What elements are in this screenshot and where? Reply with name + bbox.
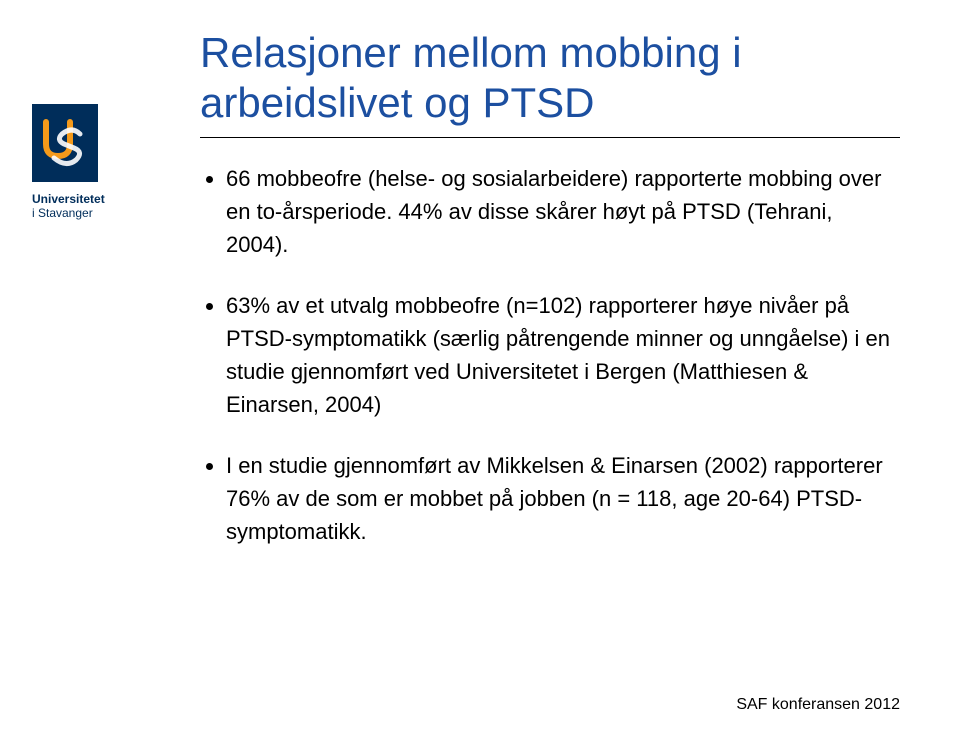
logo-text: Universitetet i Stavanger <box>32 192 152 221</box>
slide: Universitetet i Stavanger Relasjoner mel… <box>0 0 960 750</box>
logo-block: Universitetet i Stavanger <box>32 104 152 221</box>
title-underline <box>200 137 900 138</box>
university-logo-icon <box>32 104 98 182</box>
bullet-list: 66 mobbeofre (helse- og sosialarbeidere)… <box>200 162 900 548</box>
slide-title: Relasjoner mellom mobbing i arbeidslivet… <box>200 28 900 127</box>
logo-line2: i Stavanger <box>32 206 152 220</box>
footer-text: SAF konferansen 2012 <box>736 696 900 714</box>
bullet-item: 66 mobbeofre (helse- og sosialarbeidere)… <box>226 162 900 261</box>
bullet-item: 63% av et utvalg mobbeofre (n=102) rappo… <box>226 289 900 421</box>
logo-line1: Universitetet <box>32 192 152 206</box>
bullet-item: I en studie gjennomført av Mikkelsen & E… <box>226 449 900 548</box>
